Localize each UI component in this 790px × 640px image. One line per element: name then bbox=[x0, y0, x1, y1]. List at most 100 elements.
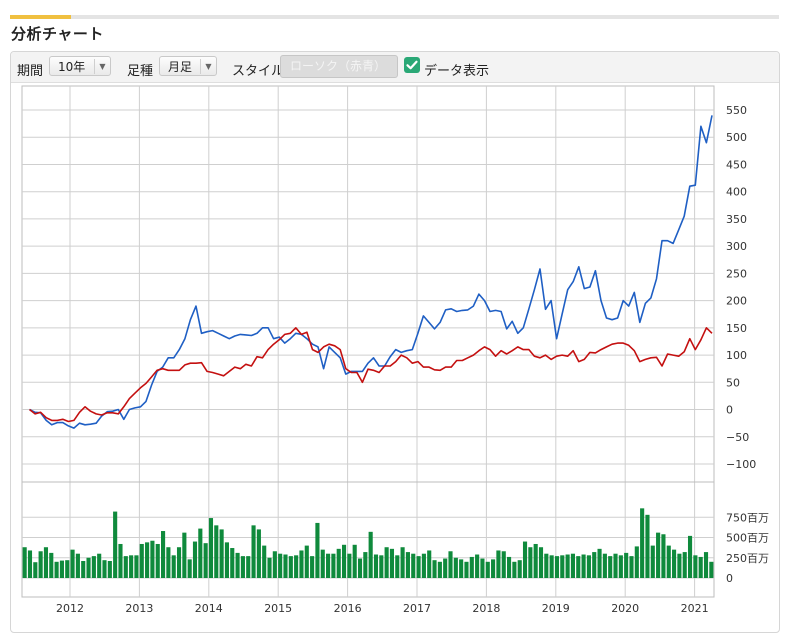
volume-bar bbox=[443, 558, 448, 578]
chevron-down-icon: ▼ bbox=[94, 59, 110, 74]
volume-bar bbox=[629, 556, 634, 578]
volume-bar bbox=[208, 518, 214, 578]
volume-bar bbox=[155, 543, 160, 578]
volume-bar bbox=[666, 545, 671, 578]
volume-bar bbox=[272, 551, 277, 578]
series-line-1 bbox=[29, 115, 713, 429]
page-title: 分析チャート bbox=[11, 25, 104, 43]
volume-bar bbox=[86, 557, 91, 578]
chevron-down-icon: ▼ bbox=[200, 59, 216, 74]
volume-bar bbox=[176, 547, 182, 578]
bar-type-label: 足種 bbox=[127, 64, 154, 79]
volume-bar bbox=[357, 558, 363, 578]
volume-bar bbox=[107, 560, 112, 578]
volume-bar bbox=[150, 540, 155, 578]
y-tick-label: 200 bbox=[726, 295, 747, 308]
volume-bar bbox=[640, 508, 645, 578]
volume-bar bbox=[123, 556, 128, 578]
style-label: スタイル bbox=[232, 64, 285, 79]
volume-bar bbox=[22, 547, 27, 578]
chart-panel: 期間 10年 ▼ 足種 月足 ▼ スタイル ローソク（赤青） データ表示 bbox=[10, 51, 780, 633]
volume-bar bbox=[49, 552, 54, 578]
volume-bar bbox=[522, 541, 528, 578]
title-underline-accent bbox=[10, 15, 71, 19]
volume-bar bbox=[698, 556, 703, 578]
volume-bar bbox=[288, 556, 293, 578]
x-tick-label: 2015 bbox=[264, 602, 292, 615]
volume-tick-label: 750百万 bbox=[726, 511, 769, 524]
x-tick-label: 2020 bbox=[611, 602, 639, 615]
period-select[interactable]: 10年 ▼ bbox=[49, 56, 111, 76]
y-tick-label: −50 bbox=[726, 431, 749, 444]
volume-bar bbox=[427, 550, 432, 578]
volume-tick-label: 0 bbox=[726, 572, 733, 585]
volume-bar bbox=[230, 548, 235, 578]
volume-bar bbox=[320, 549, 325, 578]
series-line-2 bbox=[29, 326, 713, 423]
volume-bar bbox=[368, 531, 373, 578]
volume-bar bbox=[75, 553, 80, 578]
volume-bar bbox=[256, 529, 261, 578]
volume-bar bbox=[43, 547, 49, 578]
volume-bar bbox=[405, 552, 410, 578]
y-tick-label: 150 bbox=[726, 322, 747, 335]
volume-bar bbox=[517, 560, 522, 578]
volume-bar bbox=[634, 546, 639, 578]
bar-type-select[interactable]: 月足 ▼ bbox=[159, 56, 217, 76]
volume-bar bbox=[554, 556, 560, 578]
period-label: 期間 bbox=[17, 64, 44, 79]
volume-tick-label: 500百万 bbox=[726, 532, 769, 545]
volume-bar bbox=[379, 555, 384, 578]
y-tick-label: 450 bbox=[726, 158, 747, 171]
volume-bar bbox=[251, 525, 256, 578]
volume-bar bbox=[246, 556, 251, 578]
chart-toolbar: 期間 10年 ▼ 足種 月足 ▼ スタイル ローソク（赤青） データ表示 bbox=[11, 52, 779, 83]
volume-bar bbox=[570, 553, 575, 578]
volume-bar bbox=[496, 550, 501, 578]
check-icon bbox=[406, 60, 418, 70]
volume-bar bbox=[682, 552, 687, 578]
volume-bar bbox=[656, 532, 661, 578]
volume-bar bbox=[341, 544, 347, 578]
volume-bar bbox=[294, 555, 299, 578]
volume-bar bbox=[645, 514, 650, 578]
volume-bar bbox=[421, 553, 426, 578]
volume-bar bbox=[187, 559, 192, 578]
volume-bar bbox=[507, 556, 512, 578]
volume-bar bbox=[693, 555, 698, 578]
volume-bar bbox=[203, 543, 208, 578]
volume-bar bbox=[224, 542, 229, 578]
volume-bar bbox=[480, 558, 485, 578]
volume-bar bbox=[192, 541, 198, 578]
volume-bar bbox=[459, 559, 464, 578]
volume-bar bbox=[650, 545, 655, 578]
show-data-checkbox[interactable] bbox=[404, 57, 420, 73]
plot-frame bbox=[21, 85, 715, 598]
x-tick-label: 2019 bbox=[542, 602, 570, 615]
volume-bar bbox=[469, 556, 474, 578]
y-tick-label: 550 bbox=[726, 104, 747, 117]
volume-bar bbox=[416, 556, 421, 578]
volume-bar bbox=[608, 556, 613, 578]
volume-bar bbox=[565, 554, 570, 578]
volume-bar bbox=[576, 556, 581, 578]
x-tick-label: 2012 bbox=[56, 602, 84, 615]
volume-bar bbox=[182, 532, 187, 578]
volume-bar bbox=[661, 534, 666, 578]
volume-bar bbox=[592, 552, 597, 578]
volume-bar bbox=[33, 562, 38, 578]
volume-bar bbox=[549, 555, 554, 578]
y-tick-label: 500 bbox=[726, 131, 747, 144]
volume-bar bbox=[389, 548, 395, 578]
x-tick-label: 2017 bbox=[403, 602, 431, 615]
bar-type-value: 月足 bbox=[168, 60, 193, 74]
volume-bar bbox=[544, 553, 549, 578]
volume-bar bbox=[411, 553, 416, 578]
volume-bar bbox=[709, 561, 714, 578]
volume-bar bbox=[384, 547, 389, 578]
volume-bar bbox=[166, 547, 171, 578]
x-tick-label: 2013 bbox=[125, 602, 153, 615]
volume-bar bbox=[347, 553, 352, 578]
volume-bar bbox=[501, 551, 506, 578]
volume-bar bbox=[485, 561, 490, 578]
